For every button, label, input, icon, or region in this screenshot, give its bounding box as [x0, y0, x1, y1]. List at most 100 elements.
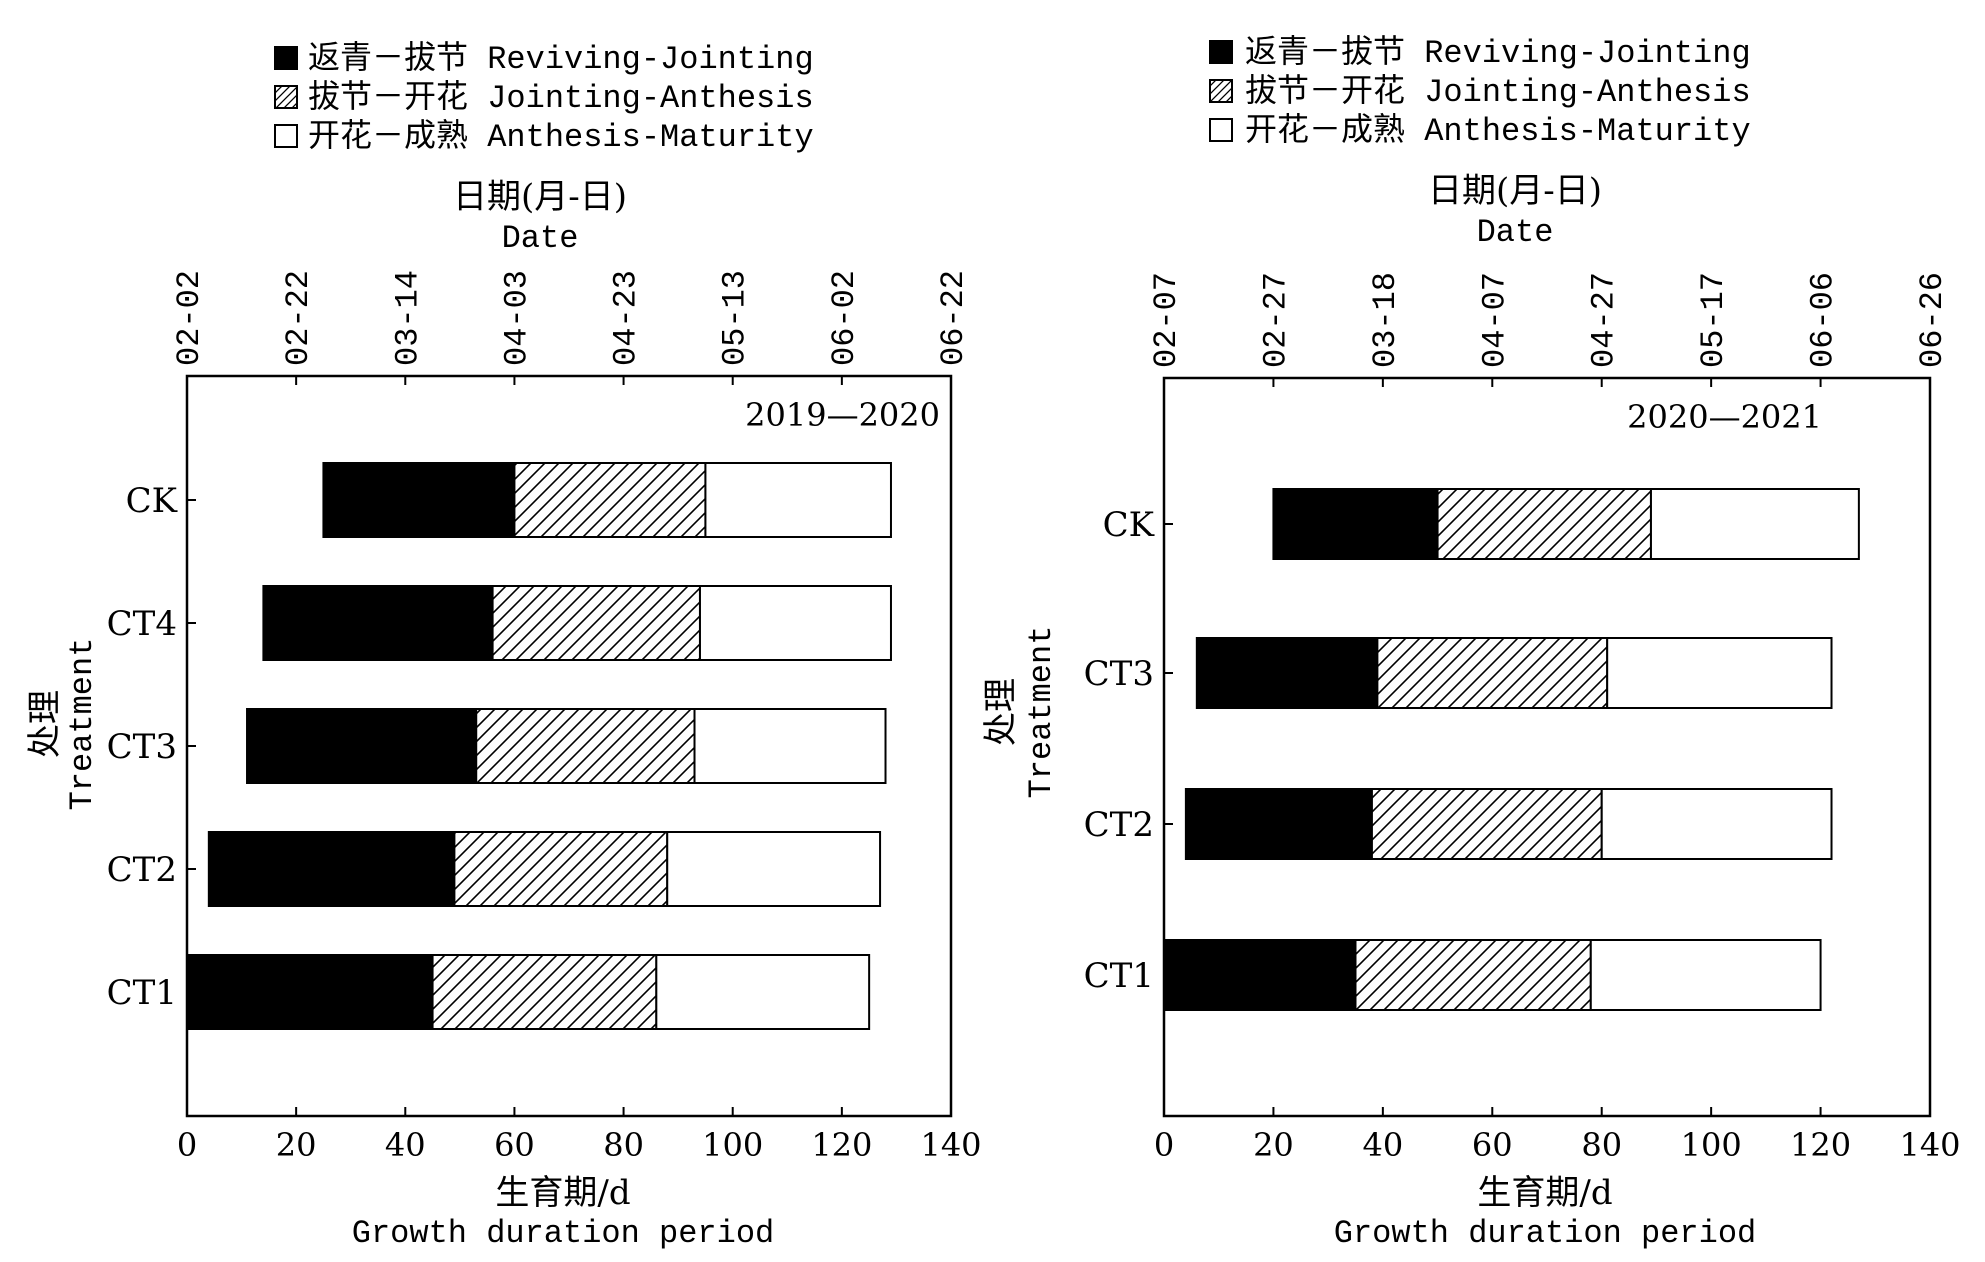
top-axis-title-en: Date — [1477, 214, 1554, 251]
date-tick-label: 02-07 — [1148, 272, 1185, 368]
bar-jointing-anthesis-ct1 — [431, 954, 658, 1030]
bar-anthesis-maturity-ct1 — [655, 954, 871, 1030]
bar-reviving-jointing-ct2 — [1184, 788, 1373, 860]
chart-panel-1: 返青－拔节 Reviving-Jointing 拔节－开花 Jointing-A… — [25, 40, 982, 1252]
bar-reviving-jointing-ct2 — [207, 831, 456, 907]
bar-reviving-jointing-ct3 — [1195, 637, 1379, 709]
x-axis-title-en: Growth duration period — [1334, 1215, 1756, 1252]
axes-2: CK CT3 CT2 CT1 0 20 40 60 80 100 120 140 02-07 02-27 0… — [1084, 272, 1961, 1164]
legend-swatch-solid — [1209, 40, 1233, 64]
date-tick-label: 06-02 — [826, 270, 863, 366]
y-axis-title-cn: 处理 — [981, 678, 1021, 746]
legend-swatch-hatch — [274, 85, 298, 109]
date-tick-label: 02-02 — [171, 270, 208, 366]
legend-1: 返青－拔节 Reviving-Jointing 拔节－开花 Jointing-A… — [274, 40, 814, 156]
legend-1-item-reviving-jointing: 返青－拔节 Reviving-Jointing — [274, 40, 814, 78]
panel-title: 2019—2020 — [745, 396, 940, 434]
x-tick-label: 100 — [702, 1126, 763, 1164]
date-tick-label: 04-03 — [498, 270, 535, 366]
bar-anthesis-maturity-ct3 — [1606, 637, 1833, 709]
legend-2: 返青－拔节 Reviving-Jointing 拔节－开花 Jointing-A… — [1209, 34, 1751, 150]
bar-anthesis-maturity-ct1 — [1589, 939, 1822, 1011]
y-tick-label-ct4: CT4 — [107, 604, 177, 644]
top-axis-title-cn: 日期(月-日) — [1428, 171, 1602, 211]
x-tick-label: 100 — [1681, 1126, 1742, 1164]
date-tick-label: 03-14 — [389, 270, 426, 366]
bar-jointing-anthesis-ck — [513, 462, 707, 538]
legend-1-item-anthesis-maturity: 开花－成熟 Anthesis-Maturity — [274, 118, 814, 156]
date-tick-label: 06-22 — [935, 270, 972, 366]
date-tick-label: 02-27 — [1257, 272, 1294, 368]
y-tick-label-ct1: CT1 — [107, 973, 177, 1013]
top-axis-title-cn: 日期(月-日) — [453, 177, 627, 217]
y-axis-title-cn: 处理 — [25, 690, 65, 758]
axes-1: CK CT4 CT3 CT2 CT1 0 20 40 60 80 100 120 140 02-02 02-… — [107, 270, 982, 1164]
legend-2-item-anthesis-maturity: 开花－成熟 Anthesis-Maturity — [1209, 112, 1751, 150]
date-tick-label: 06-26 — [1914, 272, 1951, 368]
y-axis-title-en: Treatment — [64, 638, 101, 811]
x-tick-label: 80 — [1581, 1126, 1622, 1164]
y-axis-title-en: Treatment — [1023, 626, 1060, 799]
legend-label: 返青－拔节 Reviving-Jointing — [308, 40, 814, 78]
bar-reviving-jointing-ct1 — [1163, 939, 1357, 1011]
legend-swatch-solid — [274, 46, 298, 70]
x-tick-label: 40 — [385, 1126, 426, 1164]
x-axis-title-cn: 生育期/d — [1477, 1173, 1612, 1213]
y-tick-label-ct2: CT2 — [107, 850, 177, 890]
x-axis-title-cn: 生育期/d — [495, 1173, 630, 1213]
y-tick-label-ct2: CT2 — [1084, 805, 1154, 845]
bar-reviving-jointing-ck — [1272, 488, 1439, 560]
x-tick-label: 40 — [1362, 1126, 1403, 1164]
legend-label: 拔节－开花 Jointing-Anthesis — [308, 79, 814, 117]
x-tick-label: 60 — [494, 1126, 535, 1164]
date-tick-label: 04-07 — [1476, 272, 1513, 368]
bar-anthesis-maturity-ct3 — [693, 708, 887, 784]
legend-label: 返青－拔节 Reviving-Jointing — [1245, 34, 1751, 72]
chart-panel-2: 返青－拔节 Reviving-Jointing 拔节－开花 Jointing-A… — [981, 34, 1961, 1252]
bar-reviving-jointing-ck — [322, 462, 516, 538]
bar-jointing-anthesis-ct4 — [491, 585, 701, 661]
bar-reviving-jointing-ct3 — [246, 708, 478, 784]
y-tick-label-ct1: CT1 — [1084, 956, 1154, 996]
panel-title: 2020—2021 — [1627, 398, 1822, 436]
x-tick-label: 20 — [1253, 1126, 1294, 1164]
legend-swatch-empty — [1209, 118, 1233, 142]
x-tick-label: 140 — [1899, 1126, 1960, 1164]
y-tick-label-ck: CK — [126, 481, 178, 521]
x-tick-label: 60 — [1472, 1126, 1513, 1164]
legend-label: 开花－成熟 Anthesis-Maturity — [308, 118, 814, 156]
x-axis-title-en: Growth duration period — [352, 1215, 774, 1252]
date-tick-label: 05-13 — [717, 270, 754, 366]
date-tick-label: 05-17 — [1695, 272, 1732, 368]
bar-anthesis-maturity-ct2 — [666, 831, 882, 907]
x-tick-label: 140 — [920, 1126, 981, 1164]
bar-anthesis-maturity-ck — [704, 462, 892, 538]
x-tick-label: 0 — [177, 1126, 197, 1164]
bar-reviving-jointing-ct1 — [186, 954, 434, 1030]
y-tick-label-ct3: CT3 — [1084, 654, 1154, 694]
bar-jointing-anthesis-ct2 — [1370, 788, 1603, 860]
plot-frame — [1162, 376, 1932, 1118]
bars-1 — [186, 462, 892, 1030]
bar-jointing-anthesis-ct3 — [475, 708, 696, 784]
legend-1-item-jointing-anthesis: 拔节－开花 Jointing-Anthesis — [274, 79, 814, 117]
date-tick-label: 04-23 — [608, 270, 645, 366]
x-tick-label: 20 — [276, 1126, 317, 1164]
bar-jointing-anthesis-ct3 — [1376, 637, 1609, 709]
y-tick-label-ck: CK — [1103, 505, 1155, 545]
legend-2-item-jointing-anthesis: 拔节－开花 Jointing-Anthesis — [1209, 73, 1751, 111]
x-tick-label: 120 — [1790, 1126, 1851, 1164]
legend-2-item-reviving-jointing: 返青－拔节 Reviving-Jointing — [1209, 34, 1751, 72]
x-tick-label: 120 — [811, 1126, 872, 1164]
legend-swatch-hatch — [1209, 79, 1233, 103]
date-tick-label: 03-18 — [1367, 272, 1404, 368]
top-axis-title-en: Date — [502, 220, 579, 257]
x-tick-label: 0 — [1154, 1126, 1174, 1164]
x-tick-label: 80 — [603, 1126, 644, 1164]
y-tick-label-ct3: CT3 — [107, 727, 177, 767]
date-tick-label: 02-22 — [280, 270, 317, 366]
legend-label: 开花－成熟 Anthesis-Maturity — [1245, 112, 1751, 150]
bar-jointing-anthesis-ct1 — [1354, 939, 1592, 1011]
bar-jointing-anthesis-ct2 — [453, 831, 669, 907]
